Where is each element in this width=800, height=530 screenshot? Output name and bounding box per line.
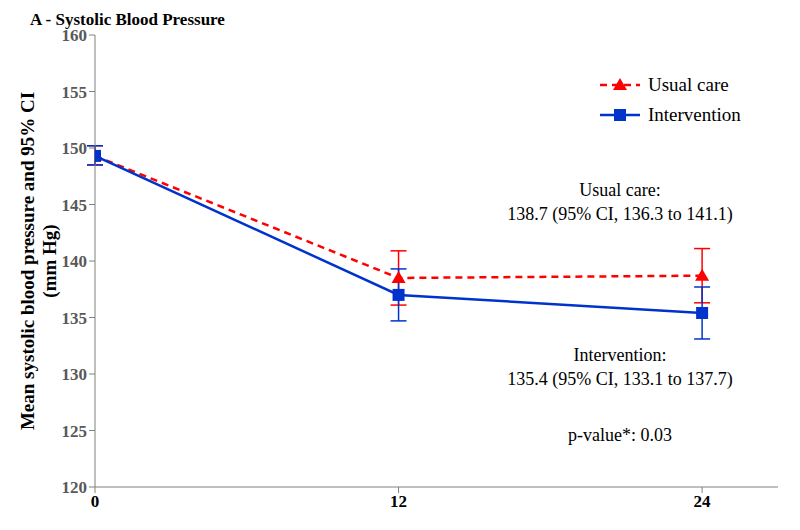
html-text:A - Systolic Blood Pressure: A - Systolic Blood Pressure	[30, 10, 225, 29]
svg-text:145: 145	[62, 196, 88, 215]
svg-text:120: 120	[62, 478, 88, 497]
html-text:Intervention:: Intervention:	[573, 345, 667, 365]
svg-text:12: 12	[390, 492, 407, 511]
svg-text:24: 24	[694, 492, 712, 511]
svg-text:135: 135	[62, 309, 88, 328]
html-text:135.4 (95% CI, 133.1 to 137.7): 135.4 (95% CI, 133.1 to 137.7)	[507, 369, 733, 389]
svg-text:0: 0	[91, 492, 100, 511]
svg-text:150: 150	[62, 139, 88, 158]
html-text:Usual care: Usual care	[648, 74, 729, 95]
svg-text:140: 140	[62, 252, 88, 271]
svg-text:130: 130	[62, 365, 88, 384]
svg-text:160: 160	[62, 26, 88, 45]
html-text:Usual care:: Usual care:	[579, 180, 661, 200]
html-text:Intervention: Intervention	[648, 104, 741, 125]
svg-text:155: 155	[62, 83, 88, 102]
html-text:138.7 (95% CI, 136.3 to 141.1): 138.7 (95% CI, 136.3 to 141.1)	[507, 204, 733, 224]
svg-text:Mean systolic blood pressure a: Mean systolic blood pressure and 95% CI	[17, 92, 38, 430]
svg-text:125: 125	[62, 422, 88, 441]
svg-text:(mm Hg): (mm Hg)	[39, 224, 61, 297]
html-text:p-value*: 0.03: p-value*: 0.03	[568, 425, 672, 445]
